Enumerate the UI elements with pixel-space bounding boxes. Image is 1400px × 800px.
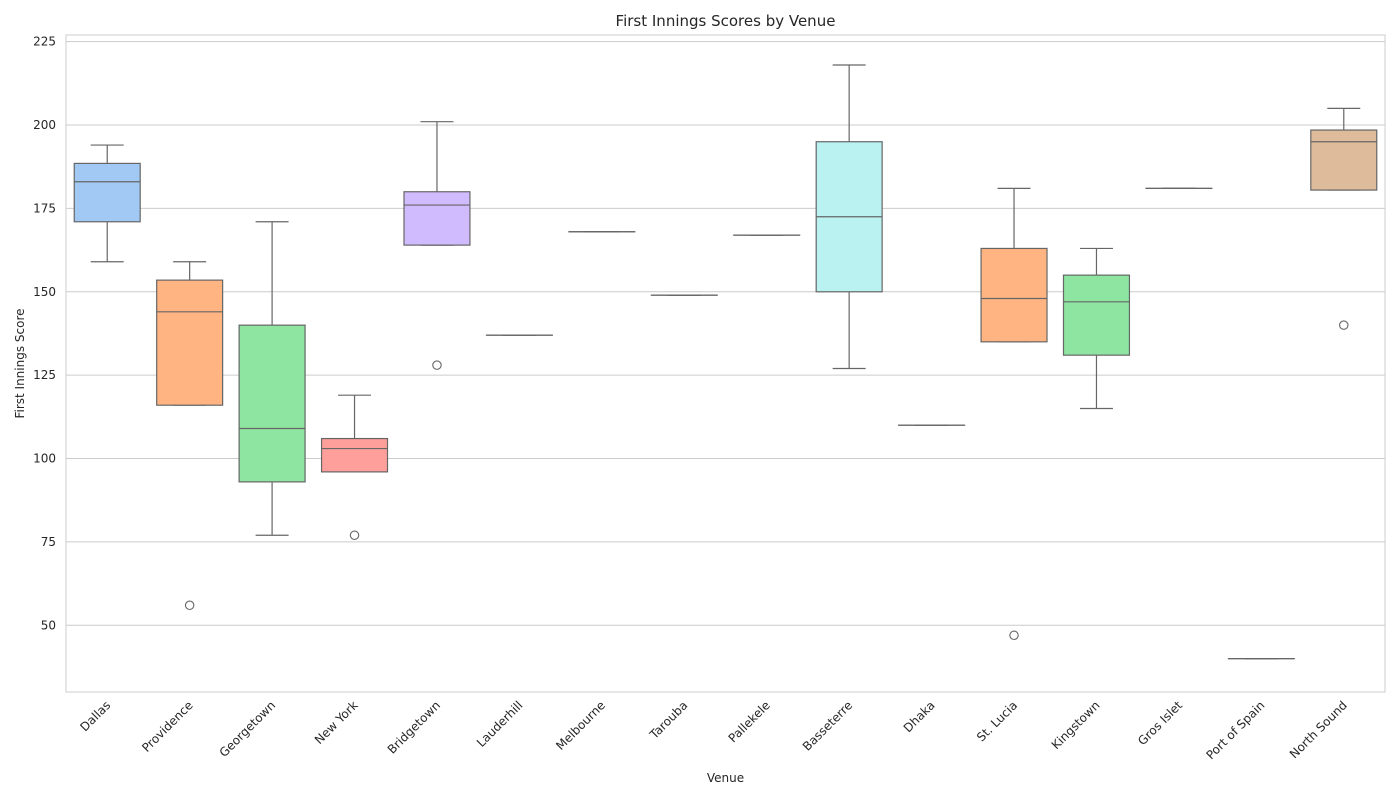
box-group <box>980 187 1048 641</box>
y-tick-label: 200 <box>33 118 56 132</box>
x-tick-labels: Dallas Providence Georgetown New York Bridge… <box>77 698 1350 762</box>
iqr-box <box>1310 129 1378 191</box>
outlier-point <box>432 360 442 370</box>
y-tick-label: 225 <box>33 35 56 49</box>
box-series <box>73 64 1378 660</box>
outlier-point <box>349 530 360 541</box>
outlier-point <box>1009 630 1019 641</box>
box-group <box>815 64 883 370</box>
box-group <box>1062 247 1131 410</box>
y-tick-label: 125 <box>33 368 56 382</box>
iqr-box <box>980 247 1048 343</box>
y-tick-label: 75 <box>41 535 56 549</box>
y-tick-label: 150 <box>33 285 56 299</box>
iqr-box <box>156 279 224 406</box>
x-tick-label: Kingstown <box>1049 698 1103 752</box>
outlier-point <box>1339 320 1349 330</box>
x-tick-label: Dhaka <box>901 698 938 735</box>
y-tick-label: 100 <box>33 452 56 466</box>
outlier-point <box>184 600 195 611</box>
x-tick-label: Port of Spain <box>1203 698 1267 762</box>
x-tick-label: North Sound <box>1287 698 1350 761</box>
y-axis-label: First Innings Score <box>13 308 27 418</box>
chart-title: First Innings Scores by Venue <box>616 12 836 30</box>
x-tick-label: Pallekele <box>726 698 773 745</box>
plot-frame <box>65 34 1386 693</box>
iqr-box <box>1062 274 1131 356</box>
x-tick-label: Lauderhill <box>474 698 526 750</box>
y-tick-labels: 50 75 100 125 150 175 200 225 <box>33 35 56 633</box>
box-group <box>73 144 141 263</box>
x-tick-label: St. Lucia <box>974 698 1020 744</box>
box-group <box>403 121 471 370</box>
x-tick-label: Providence <box>139 698 196 755</box>
x-tick-label: Basseterre <box>800 698 855 753</box>
iqr-box <box>403 191 471 246</box>
x-tick-label: Gros Islet <box>1135 698 1185 748</box>
box-group <box>156 261 224 611</box>
x-tick-label: Dallas <box>77 698 113 734</box>
x-tick-label: Tarouba <box>646 698 690 742</box>
x-tick-label: Bridgetown <box>385 698 443 756</box>
x-tick-label: New York <box>312 698 361 747</box>
x-tick-label: Georgetown <box>217 698 279 760</box>
box-group <box>238 221 306 536</box>
iqr-box <box>238 324 306 483</box>
iqr-box <box>320 437 389 473</box>
x-axis-label: Venue <box>707 771 744 785</box>
x-tick-label: Melbourne <box>553 698 608 753</box>
box-group <box>1310 107 1378 330</box>
y-tick-label: 175 <box>33 201 56 215</box>
iqr-box <box>73 162 141 223</box>
box-group <box>320 394 389 541</box>
y-tick-label: 50 <box>41 618 56 632</box>
